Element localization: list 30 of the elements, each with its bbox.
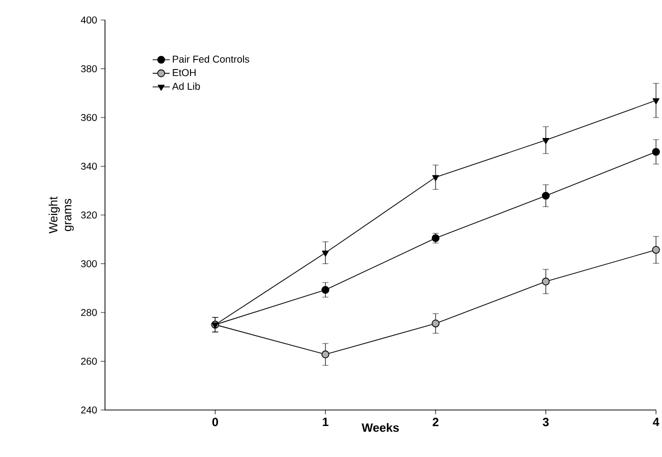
y-tick-label: 400: [80, 16, 97, 24]
y-tick-label: 240: [81, 406, 97, 414]
y-tick-label: 360: [80, 114, 97, 122]
x-tick-label: 4: [652, 418, 660, 426]
point: [652, 148, 660, 156]
point: [652, 98, 660, 104]
x-tick-label: 2: [432, 418, 438, 426]
point: [322, 286, 330, 294]
x-tick-label: 0: [212, 418, 218, 426]
x-axis-title: Weeks: [362, 423, 399, 432]
point: [432, 175, 440, 182]
x-tick-label: 1: [322, 418, 328, 426]
x-tick-label: 3: [542, 418, 549, 426]
y-axis-title: Weight grams: [48, 196, 74, 234]
y-tick-label: 380: [80, 65, 97, 72]
y-tick-label: 260: [81, 358, 97, 365]
point: [432, 320, 440, 328]
point: [542, 192, 550, 200]
point: [322, 350, 330, 358]
y-tick-label: 280: [81, 308, 97, 316]
point: [322, 250, 329, 257]
legend-label: Pair Fed Controls: [172, 55, 250, 63]
legend-label: Ad Lib: [172, 82, 200, 90]
point: [542, 278, 550, 286]
legend-label: EtOH: [172, 69, 196, 76]
point: [652, 246, 660, 254]
y-tick-label: 300: [80, 260, 97, 268]
point: [542, 138, 550, 144]
y-tick-label: 340: [80, 162, 97, 170]
y-tick-label: 320: [80, 211, 97, 219]
